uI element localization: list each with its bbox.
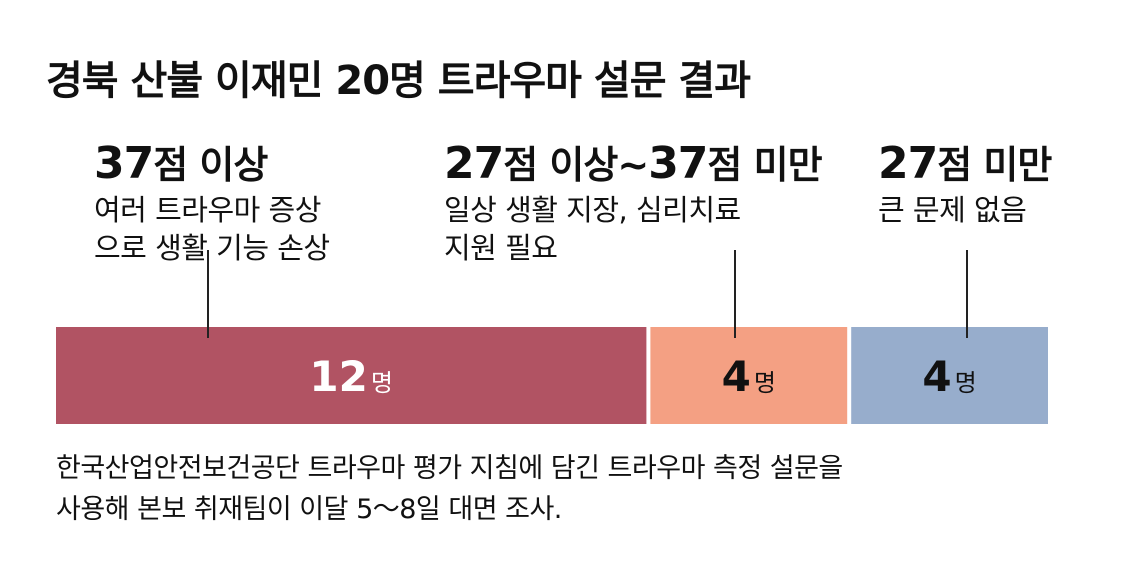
bar-value-label-severe: 12 명 [309,352,393,401]
category-description-severe: 여러 트라우마 증상 으로 생활 기능 손상 [94,191,330,267]
category-label-number: 27 [444,138,504,189]
category-label-number: 37 [94,138,154,189]
footnote-line: 사용해 본보 취재팀이 이달 5～8일 대면 조사. [56,494,562,525]
description-line: 일상 생활 지장, 심리치료 [444,193,741,227]
category-description-none: 큰 문제 없음 [878,191,1051,229]
category-header-severe: 37점 이상 여러 트라우마 증상 으로 생활 기능 손상 [94,140,330,267]
category-label-number-2: 37 [648,138,708,189]
category-header-none: 27점 미만 큰 문제 없음 [878,138,1052,229]
footnote: 한국산업안전보건공단 트라우마 평가 지침에 담긴 트라우마 측정 설문을 사용… [56,448,1116,530]
footnote-line: 한국산업안전보건공단 트라우마 평가 지침에 담긴 트라우마 측정 설문을 [56,453,843,484]
category-label-severe: 37점 이상 [94,140,330,189]
stacked-bar-chart: 12 명 4 명 4 명 [56,250,1048,424]
category-label-text: 점 이상~ [503,143,649,187]
category-label-none: 27점 미만 [878,138,1052,189]
category-label-text-2: 점 미만 [707,143,822,187]
description-line: 지원 필요 [444,231,558,265]
description-line: 으로 생활 기능 손상 [94,231,330,265]
category-description-moderate: 일상 생활 지장, 심리치료 지원 필요 [444,191,822,267]
bar-segment-none [851,327,1048,424]
bar-segment-moderate [650,327,848,424]
category-header-moderate: 27점 이상~37점 미만 일상 생활 지장, 심리치료 지원 필요 [444,138,823,267]
category-label-moderate: 27점 이상~37점 미만 [444,138,823,189]
bar-segment-severe [56,327,647,424]
category-label-text: 점 미만 [937,143,1052,187]
category-label-number: 27 [878,138,938,189]
description-line: 여러 트라우마 증상 [94,193,321,227]
category-label-text: 점 이상 [153,143,268,187]
description-line: 큰 문제 없음 [878,193,1027,227]
chart-title: 경북 산불 이재민 20명 트라우마 설문 결과 [46,58,751,104]
